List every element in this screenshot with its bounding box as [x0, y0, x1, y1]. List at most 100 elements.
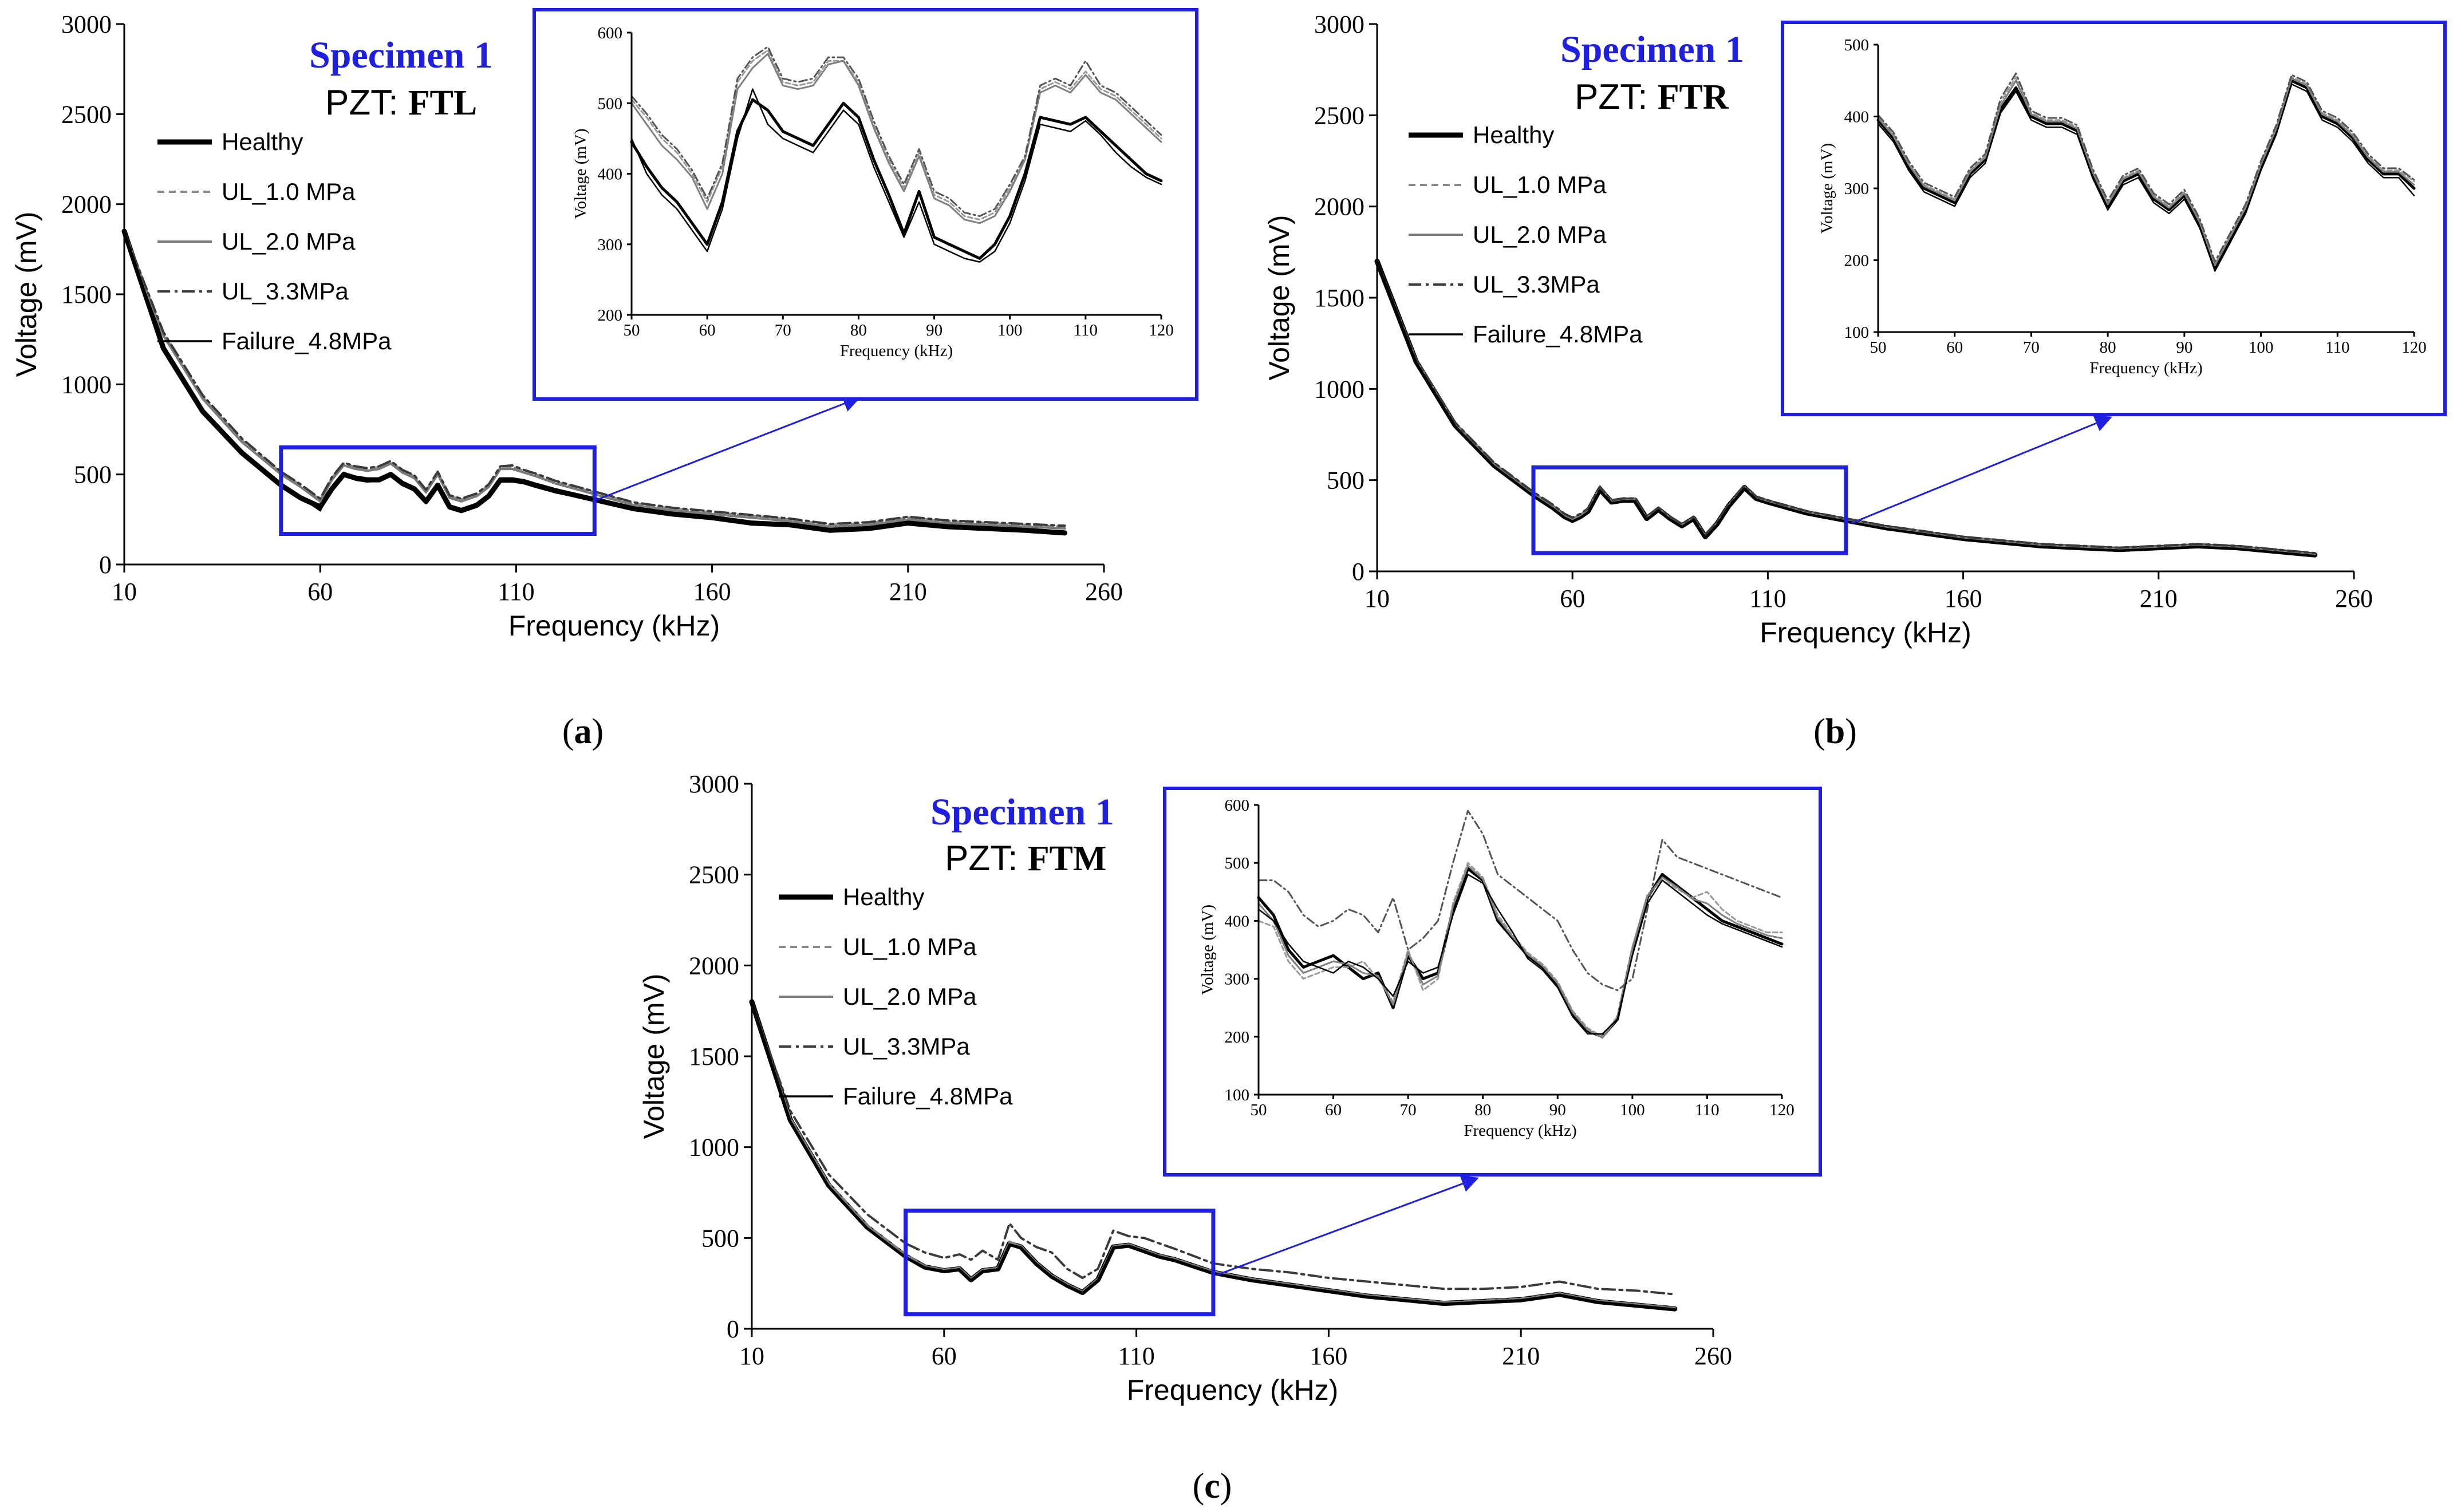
- panel-a-legend-label: Healthy: [222, 128, 303, 155]
- panel-a-y-tick-label: 3000: [61, 10, 112, 38]
- panel-c-x-axis-title: Frequency (kHz): [1127, 1374, 1339, 1406]
- panel-a-legend-label: UL_1.0 MPa: [222, 178, 356, 205]
- panel-a-inset-x-tick-label: 50: [624, 321, 640, 339]
- panel-a-inset-x-axis-title: Frequency (kHz): [840, 342, 953, 360]
- panel-b-specimen-label: Specimen 1: [1560, 29, 1744, 70]
- panel-b-y-tick-label: 2500: [1314, 101, 1364, 129]
- panel-c-series-ul-3-3mpa: [751, 1000, 1676, 1296]
- panel-a-inset-x-tick-label: 70: [775, 321, 791, 339]
- panel-c-x-tick-label: 10: [739, 1342, 764, 1370]
- panel-a-y-tick-label: 0: [99, 551, 112, 579]
- panel-b-inset-x-tick-label: 110: [2325, 338, 2349, 357]
- panel-c-inset-y-tick-label: 400: [1225, 912, 1250, 930]
- panel-b-pzt-prefix: PZT:: [1575, 77, 1658, 117]
- panel-b-inset-y-tick-label: 100: [1844, 323, 1870, 342]
- panel-a-inset-y-axis-title: Voltage (mV): [571, 128, 590, 219]
- panel-a-inset-x-tick-label: 80: [850, 321, 867, 339]
- panel-a-zoom-box: [279, 445, 597, 536]
- panel-b-legend-label: UL_1.0 MPa: [1473, 171, 1607, 198]
- panel-a-caption-letter: a: [574, 712, 592, 751]
- panel-a-inset-x-tick-label: 90: [926, 321, 942, 339]
- panel-a-legend: Healthy UL_1.0 MPa UL_2.0 MPa UL_3.3MPa Fail…: [157, 128, 392, 354]
- panel-a-x-tick-label: 10: [112, 578, 137, 606]
- panel-b-y-tick-label: 0: [1352, 558, 1364, 586]
- panel-b-legend-label: Healthy: [1473, 121, 1554, 148]
- panel-a-specimen-label: Specimen 1: [309, 34, 493, 76]
- panel-b: 10 60 110 160 210 260 0 500 1000 1500 2000 2500 3000…: [1263, 10, 2447, 751]
- panel-c: 10 60 110 160 210 260 0 500 1000 1500 2000 2500 3000…: [638, 770, 1822, 1506]
- panel-c-inset-x-tick-label: 90: [1549, 1101, 1566, 1119]
- panel-b-x-tick-label: 10: [1364, 585, 1390, 613]
- panel-a-series-failure-4-8mpa: [123, 230, 1066, 535]
- panel-b-inset-y-tick-label: 200: [1844, 252, 1870, 270]
- panel-c-specimen-label: Specimen 1: [930, 791, 1114, 833]
- panel-b-inset-x-tick-label: 50: [1870, 338, 1887, 357]
- panel-c-x-tick-label: 60: [932, 1342, 957, 1370]
- panel-b-x-tick-label: 160: [1945, 585, 1982, 613]
- panel-c-pzt-code: FTM: [1028, 839, 1107, 878]
- panel-b-pzt-label: PZT: FTR: [1575, 77, 1729, 117]
- panel-b-inset-x-tick-label: 80: [2100, 338, 2116, 357]
- panel-a-inset-x-tick-label: 120: [1149, 321, 1174, 339]
- panel-c-inset-y-axis-title: Voltage (mV): [1198, 905, 1217, 995]
- panel-a-inset-x-tick-label: 60: [699, 321, 716, 339]
- panel-a-inset-y-tick-label: 300: [598, 236, 623, 254]
- panel-c-y-tick-label: 2500: [689, 861, 739, 889]
- panel-c-x-tick-label: 210: [1502, 1342, 1540, 1370]
- panel-c-inset-y-tick-label: 300: [1225, 970, 1250, 989]
- panel-c-connector-arrow: [1216, 1175, 1479, 1276]
- panel-a-y-tick-label: 1000: [61, 370, 112, 398]
- panel-c-inset-x-axis-title: Frequency (kHz): [1464, 1122, 1576, 1140]
- panel-a-y-axis-title: Voltage (mV): [10, 211, 42, 377]
- panel-a-plot: [121, 228, 1068, 536]
- panel-c-y-tick-label: 500: [701, 1224, 739, 1252]
- panel-a-axes: 10 60 110 160 210 260 0 500 1000 1500 2000 2500 3000…: [10, 10, 1123, 642]
- panel-b-inset-y-tick-label: 400: [1844, 108, 1870, 127]
- panel-c-legend-label: UL_1.0 MPa: [843, 933, 977, 960]
- panel-b-series-ul-3-3mpa: [1376, 260, 2316, 555]
- panel-c-y-tick-label: 2000: [689, 952, 739, 980]
- panel-c-axes: 10 60 110 160 210 260 0 500 1000 1500 2000 2500 3000…: [638, 770, 1732, 1406]
- panel-a-x-tick-label: 60: [307, 578, 333, 606]
- panel-b-connector-arrow: [1851, 415, 2112, 524]
- panel-c-inset-x-tick-label: 80: [1474, 1101, 1491, 1119]
- panel-a-pzt-code: FTL: [408, 84, 478, 123]
- panel-b-axes: 10 60 110 160 210 260 0 500 1000 1500 2000 2500 3000…: [1263, 10, 2373, 649]
- panel-a-x-tick-label: 260: [1085, 578, 1123, 606]
- panel-c-inset-x-tick-label: 100: [1620, 1101, 1645, 1119]
- panel-b-inset-y-tick-label: 500: [1844, 36, 1870, 54]
- panel-a-pzt-prefix: PZT:: [325, 83, 408, 123]
- panel-c-x-tick-label: 160: [1310, 1342, 1347, 1370]
- panel-c-y-tick-label: 1500: [689, 1043, 739, 1071]
- panel-b-x-tick-label: 110: [1749, 585, 1786, 613]
- panel-a: 10 60 110 160 210 260 0 500 1000 1500 2000 2500 3000…: [10, 8, 1198, 751]
- panel-b-inset-axes: 50 60 70 80 90 100 110 120 100 200 300 400 500 Freque…: [1818, 36, 2427, 377]
- panel-b-inset-y-axis-title: Voltage (mV): [1818, 143, 1836, 234]
- panel-c-zoom-box: [904, 1209, 1216, 1317]
- panel-c-legend-label: Failure_4.8MPa: [843, 1083, 1013, 1110]
- panel-c-y-tick-label: 1000: [689, 1134, 739, 1162]
- panel-b-plot: [1374, 258, 2318, 558]
- panel-b-zoom-box: [1531, 465, 1848, 555]
- panel-b-inset-x-tick-label: 90: [2176, 338, 2192, 357]
- panel-b-legend-label: UL_3.3MPa: [1473, 271, 1600, 298]
- panel-c-pzt-prefix: PZT:: [945, 839, 1028, 878]
- panel-c-legend-label: Healthy: [843, 883, 924, 910]
- panel-b-inset-x-axis-title: Frequency (kHz): [2089, 359, 2202, 377]
- panel-a-x-tick-label: 210: [889, 578, 927, 606]
- panel-c-inset-series-failure-4-8mpa: [1257, 874, 1783, 1035]
- panel-a-y-tick-label: 1500: [61, 281, 112, 309]
- panel-c-inset-y-tick-label: 500: [1225, 854, 1250, 873]
- panel-c-pzt-label: PZT: FTM: [945, 839, 1106, 878]
- panel-c-legend-label: UL_3.3MPa: [843, 1033, 970, 1060]
- panel-a-y-tick-label: 500: [74, 461, 112, 489]
- panel-c-plot: [749, 999, 1678, 1312]
- panel-a-inset-series-failure-4-8mpa: [630, 88, 1162, 263]
- panel-a-x-tick-label: 110: [498, 578, 534, 606]
- panel-a-inset-frame: [533, 8, 1198, 401]
- panel-a-inset-y-tick-label: 200: [598, 306, 623, 325]
- panel-b-inset-y-tick-label: 300: [1844, 180, 1870, 198]
- panel-c-inset-y-tick-label: 600: [1225, 796, 1250, 815]
- panel-c-inset-x-tick-label: 50: [1251, 1101, 1267, 1119]
- panel-a-inset-axes: 50 60 70 80 90 100 110 120 200 300 400 500 600 Freque…: [571, 24, 1174, 360]
